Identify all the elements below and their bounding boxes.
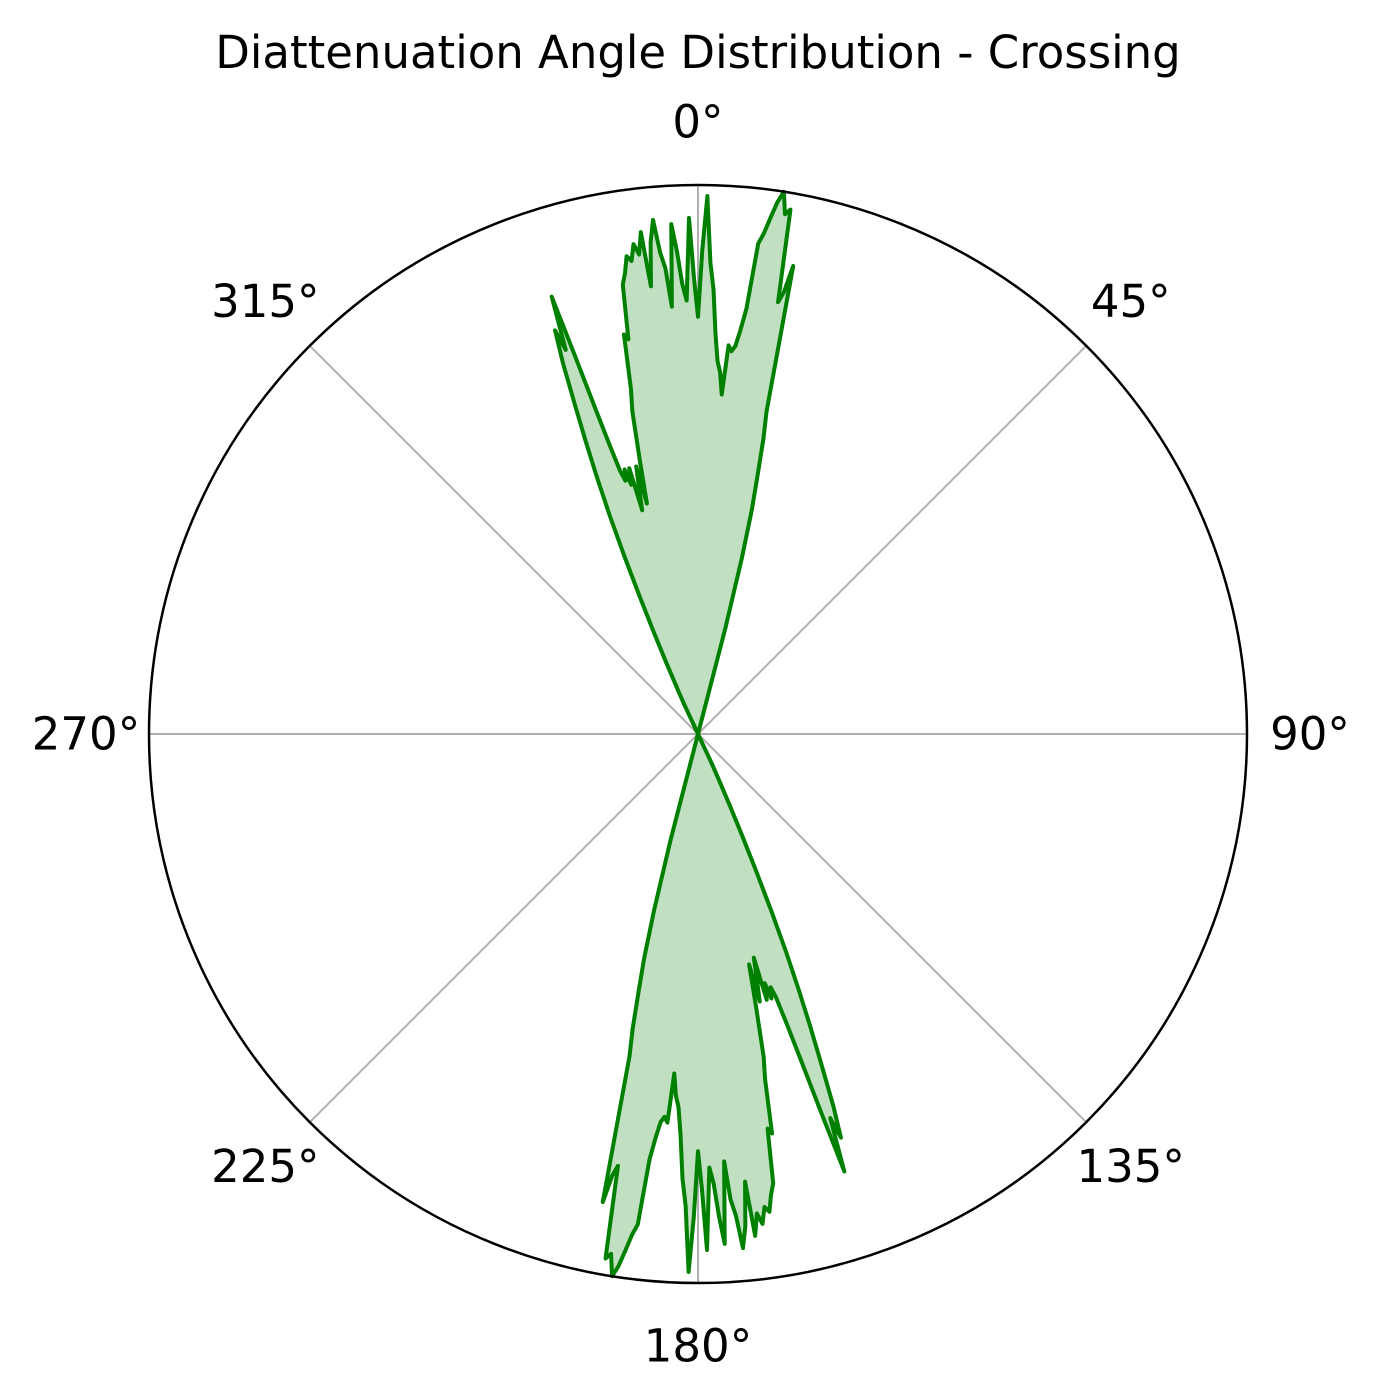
tick-label-315: 315° [211, 275, 319, 328]
tick-label-135: 135° [1076, 1140, 1184, 1193]
series-1-line [600, 733, 847, 1279]
tick-label-90: 90° [1270, 708, 1350, 761]
chart-title: Diattenuation Angle Distribution - Cross… [215, 26, 1181, 79]
series-0-fill [551, 191, 794, 734]
polar-frame [147, 183, 1249, 1285]
tick-label-270: 270° [32, 708, 140, 761]
gridline-315 [309, 345, 699, 735]
gridline-225 [309, 733, 699, 1123]
series-layer [549, 189, 847, 1279]
series-1-fill [602, 734, 845, 1277]
tick-label-180: 180° [644, 1320, 752, 1373]
series-0-line [549, 189, 796, 735]
tick-label-0: 0° [672, 96, 723, 149]
tick-label-45: 45° [1091, 275, 1171, 328]
gridline-45 [697, 345, 1087, 735]
gridline-135 [697, 733, 1087, 1123]
angular-tick-labels: 0° 45° 90° 135° 180° 225° 270° 315° [32, 96, 1350, 1373]
tick-label-225: 225° [211, 1140, 319, 1193]
